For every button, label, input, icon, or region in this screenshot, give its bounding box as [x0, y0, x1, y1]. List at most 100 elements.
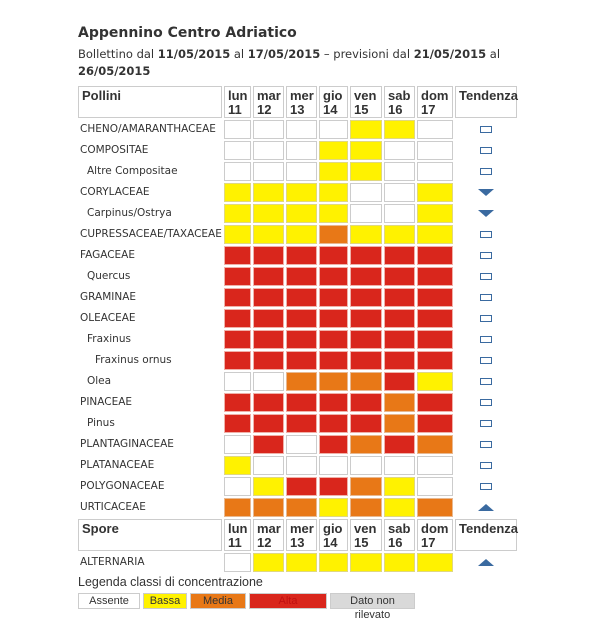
concentration-cell — [350, 414, 382, 433]
concentration-cell — [319, 477, 348, 496]
concentration-cell — [384, 120, 415, 139]
concentration-cell — [417, 498, 453, 517]
concentration-cell — [224, 288, 251, 307]
forecast-from: 21/05/2015 — [413, 47, 487, 61]
concentration-cell — [319, 309, 348, 328]
concentration-cell — [350, 456, 382, 475]
table-header-label: Spore — [78, 519, 222, 551]
concentration-cell — [350, 120, 382, 139]
concentration-cell — [417, 225, 453, 244]
trend-cell — [455, 498, 517, 517]
trend-stable-icon — [480, 336, 492, 343]
trend-cell — [455, 351, 517, 370]
day-number: 12 — [257, 535, 272, 550]
trend-stable-icon — [480, 273, 492, 280]
bulletin-from: 11/05/2015 — [157, 47, 231, 61]
concentration-cell — [319, 456, 348, 475]
trend-stable-icon — [480, 357, 492, 364]
trend-header: Tendenza — [455, 86, 518, 118]
concentration-cell — [286, 414, 317, 433]
concentration-cell — [417, 456, 453, 475]
day-header-sab: sab 16 — [384, 86, 415, 118]
day-header-gio: gio 14 — [319, 519, 348, 551]
concentration-cell — [224, 414, 251, 433]
concentration-cell — [350, 351, 382, 370]
trend-stable-icon — [480, 231, 492, 238]
concentration-cell — [350, 435, 382, 454]
concentration-cell — [319, 225, 348, 244]
concentration-cell — [384, 372, 415, 391]
concentration-cell — [319, 393, 348, 412]
concentration-cell — [319, 267, 348, 286]
concentration-cell — [417, 288, 453, 307]
concentration-cell — [319, 372, 348, 391]
concentration-cell — [384, 141, 415, 160]
concentration-cell — [253, 204, 284, 223]
row-label: Fraxinus — [87, 333, 131, 345]
day-name: dom — [421, 88, 449, 103]
concentration-cell — [286, 351, 317, 370]
concentration-cell — [319, 120, 348, 139]
concentration-cell — [417, 309, 453, 328]
concentration-cell — [417, 246, 453, 265]
trend-stable-icon — [480, 399, 492, 406]
concentration-cell — [253, 456, 284, 475]
concentration-cell — [384, 246, 415, 265]
concentration-cell — [253, 267, 284, 286]
row-label: URTICACEAE — [80, 501, 146, 513]
concentration-cell — [286, 288, 317, 307]
trend-stable-icon — [480, 294, 492, 301]
concentration-cell — [384, 414, 415, 433]
trend-cell — [455, 204, 517, 223]
concentration-cell — [319, 435, 348, 454]
row-label: PINACEAE — [80, 396, 133, 408]
concentration-cell — [319, 330, 348, 349]
day-header-mer: mer 13 — [286, 86, 317, 118]
day-name: lun — [228, 88, 248, 103]
concentration-cell — [350, 477, 382, 496]
legend-title: Legenda classi di concentrazione — [78, 575, 263, 589]
day-number: 16 — [388, 102, 403, 117]
legend: Assente Bassa Media Alta Dato non rilevato — [78, 593, 415, 621]
day-name: dom — [421, 521, 449, 536]
concentration-cell — [286, 246, 317, 265]
trend-cell — [455, 477, 517, 496]
trend-cell — [455, 141, 517, 160]
concentration-cell — [224, 553, 251, 572]
bulletin-dates: Bollettino dal 11/05/2015 al 17/05/2015 … — [78, 46, 528, 80]
concentration-cell — [384, 330, 415, 349]
concentration-cell — [319, 141, 348, 160]
day-number: 13 — [290, 102, 305, 117]
concentration-cell — [253, 309, 284, 328]
concentration-cell — [350, 246, 382, 265]
forecast-to: 26/05/2015 — [78, 64, 151, 78]
concentration-cell — [417, 183, 453, 202]
day-name: sab — [388, 88, 411, 103]
concentration-cell — [319, 204, 348, 223]
concentration-cell — [224, 267, 251, 286]
concentration-cell — [417, 435, 453, 454]
concentration-cell — [417, 120, 453, 139]
day-header-ven: ven 15 — [350, 86, 382, 118]
concentration-cell — [417, 393, 453, 412]
trend-stable-icon — [480, 483, 492, 490]
concentration-cell — [253, 477, 284, 496]
pollen-table-header: Pollini lun 11 mar 12 mer 13 gio 14 ven 15 sab 16 dom… — [78, 86, 518, 118]
row-label: Altre Compositae — [87, 165, 178, 177]
day-header-dom: dom 17 — [417, 86, 453, 118]
concentration-cell — [286, 372, 317, 391]
concentration-cell — [224, 393, 251, 412]
bulletin-al: al — [233, 47, 245, 61]
day-number: 16 — [388, 535, 403, 550]
day-number: 17 — [421, 102, 436, 117]
concentration-cell — [224, 246, 251, 265]
day-number: 11 — [228, 535, 242, 550]
concentration-cell — [350, 183, 382, 202]
concentration-cell — [417, 351, 453, 370]
concentration-cell — [253, 351, 284, 370]
day-name: mer — [290, 521, 314, 536]
table-header-label: Pollini — [78, 86, 222, 118]
day-header-ven: ven 15 — [350, 519, 382, 551]
concentration-cell — [286, 498, 317, 517]
concentration-cell — [224, 498, 251, 517]
